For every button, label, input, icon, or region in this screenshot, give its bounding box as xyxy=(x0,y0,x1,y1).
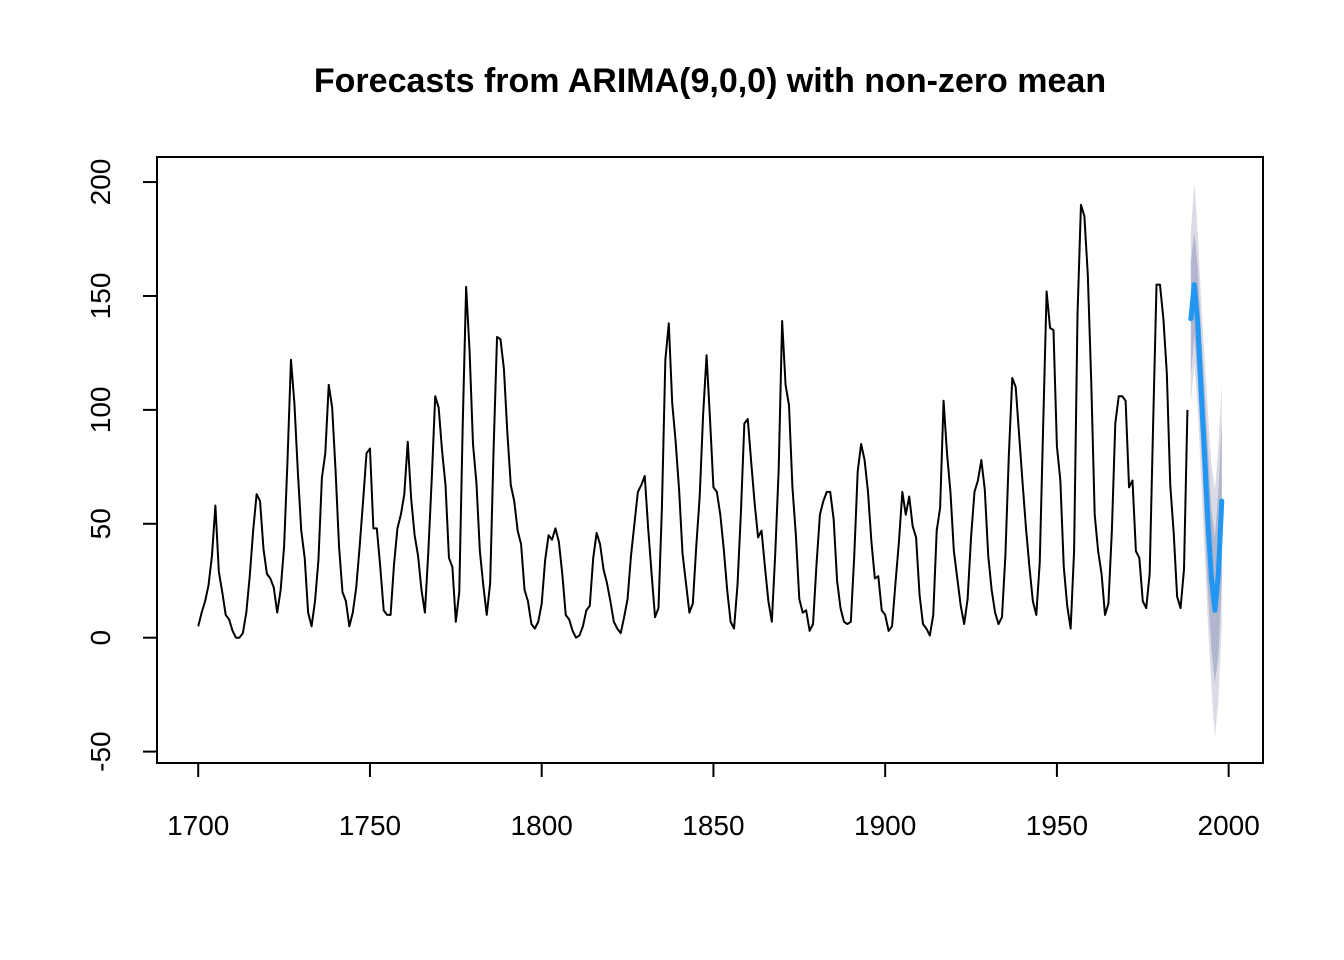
x-tick-label: 1750 xyxy=(339,810,401,841)
y-tick-label: 100 xyxy=(85,387,116,434)
y-tick-label: 150 xyxy=(85,273,116,320)
x-tick-label: 1700 xyxy=(167,810,229,841)
x-tick-label: 1950 xyxy=(1026,810,1088,841)
x-tick-label: 1900 xyxy=(854,810,916,841)
y-tick-label: 0 xyxy=(85,630,116,646)
x-tick-label: 1800 xyxy=(511,810,573,841)
x-tick-label: 2000 xyxy=(1198,810,1260,841)
y-tick-label: -50 xyxy=(85,731,116,771)
x-tick-label: 1850 xyxy=(682,810,744,841)
forecast-series-line xyxy=(1188,282,1225,613)
y-tick-label: 50 xyxy=(85,508,116,539)
chart-title: Forecasts from ARIMA(9,0,0) with non-zer… xyxy=(314,62,1106,100)
history-series-line xyxy=(197,203,1189,639)
series-lines xyxy=(197,203,1225,639)
y-axis: -50 0 50 100 150 200 xyxy=(85,159,158,772)
plot-frame xyxy=(156,156,1264,764)
x-axis: 1700 1750 1800 1850 1900 1950 2000 xyxy=(167,762,1260,841)
y-tick-label: 200 xyxy=(85,159,116,206)
